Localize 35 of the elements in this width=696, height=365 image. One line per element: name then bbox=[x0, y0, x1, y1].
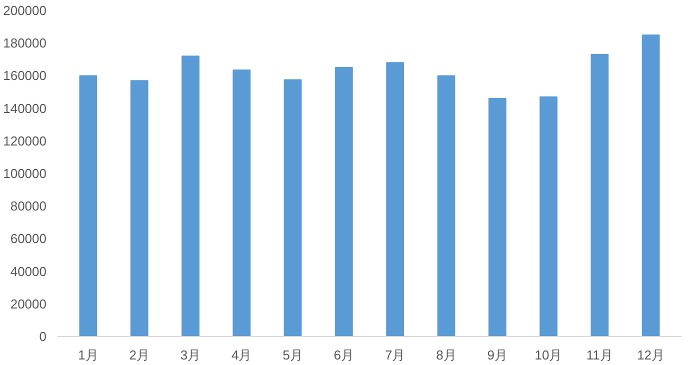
bar bbox=[182, 56, 200, 336]
bar bbox=[642, 34, 660, 336]
bar bbox=[590, 54, 609, 336]
y-tick-label: 100000 bbox=[3, 166, 47, 181]
bar bbox=[232, 69, 251, 336]
x-tick-label: 5月 bbox=[282, 348, 303, 362]
bar bbox=[79, 75, 98, 336]
bar bbox=[284, 79, 302, 336]
y-tick-label: 60000 bbox=[10, 231, 47, 246]
y-tick-label: 140000 bbox=[3, 100, 47, 116]
y-tick-label: 40000 bbox=[10, 264, 47, 279]
y-tick-label: 160000 bbox=[3, 68, 47, 84]
x-tick-label: 3月 bbox=[180, 348, 201, 362]
x-tick-label: 7月 bbox=[384, 348, 406, 362]
bar bbox=[488, 98, 506, 336]
bar bbox=[540, 96, 558, 336]
x-tick-label: 4月 bbox=[232, 348, 252, 362]
y-tick-label: 180000 bbox=[3, 36, 47, 51]
x-tick-label: 10月 bbox=[534, 348, 562, 362]
x-tick-label: 6月 bbox=[334, 348, 354, 362]
y-tick-label: 120000 bbox=[3, 133, 47, 148]
y-tick-label: 0 bbox=[39, 329, 47, 344]
bar bbox=[130, 80, 148, 336]
x-tick-label: 2月 bbox=[129, 348, 150, 362]
y-tick-label: 20000 bbox=[10, 296, 47, 312]
x-tick-label: 11月 bbox=[586, 348, 613, 362]
bar bbox=[334, 67, 353, 336]
x-tick-label: 12月 bbox=[637, 348, 665, 362]
y-tick-label: 80000 bbox=[10, 198, 47, 214]
x-tick-label: 1月 bbox=[78, 348, 98, 362]
bar bbox=[386, 62, 404, 336]
y-tick-label: 200000 bbox=[3, 3, 47, 18]
x-tick-label: 8月 bbox=[436, 348, 456, 362]
x-tick-label: 9月 bbox=[487, 348, 508, 362]
bar bbox=[437, 75, 456, 336]
